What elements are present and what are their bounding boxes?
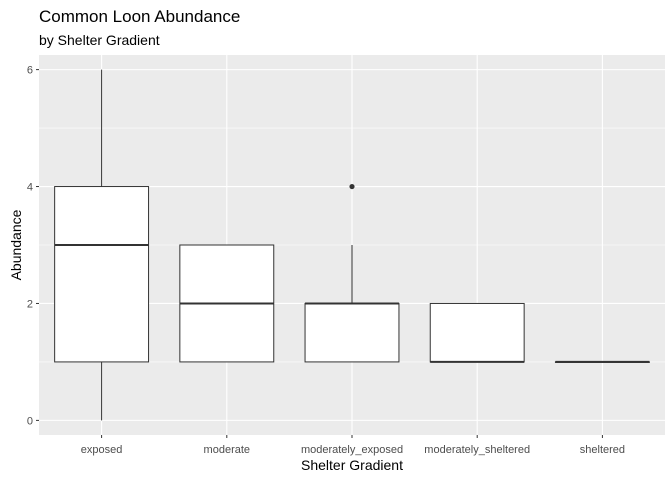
- x-tick-label: moderately_exposed: [301, 444, 403, 456]
- box-sheltered: [554, 360, 650, 363]
- x-tick-label: moderate: [204, 444, 250, 456]
- boxes-layer: [54, 69, 650, 421]
- chart-subtitle: by Shelter Gradient: [39, 32, 160, 48]
- y-tick-label: 2: [27, 298, 33, 310]
- iqr-box: [429, 302, 525, 363]
- x-tick-label: moderately_sheltered: [424, 444, 530, 456]
- box-moderately_exposed: [304, 183, 400, 363]
- y-tick-label: 0: [27, 415, 33, 427]
- box-moderately_sheltered: [429, 302, 525, 363]
- y-tick-label: 4: [27, 182, 33, 194]
- y-tick-label: 6: [27, 65, 33, 77]
- box-moderate: [179, 244, 275, 363]
- iqr-box: [54, 186, 150, 363]
- x-tick-label: exposed: [81, 444, 123, 456]
- x-axis-title: Shelter Gradient: [301, 457, 403, 473]
- iqr-box: [304, 302, 400, 363]
- axes-layer: 0 2 4 6 exposed moderate moderately_exposed mod…: [27, 65, 625, 456]
- box-exposed: [54, 69, 150, 421]
- outlier-point: [349, 183, 355, 190]
- chart-title: Common Loon Abundance: [39, 7, 240, 26]
- y-axis-title: Abundance: [8, 209, 24, 280]
- x-tick-label: sheltered: [580, 444, 625, 456]
